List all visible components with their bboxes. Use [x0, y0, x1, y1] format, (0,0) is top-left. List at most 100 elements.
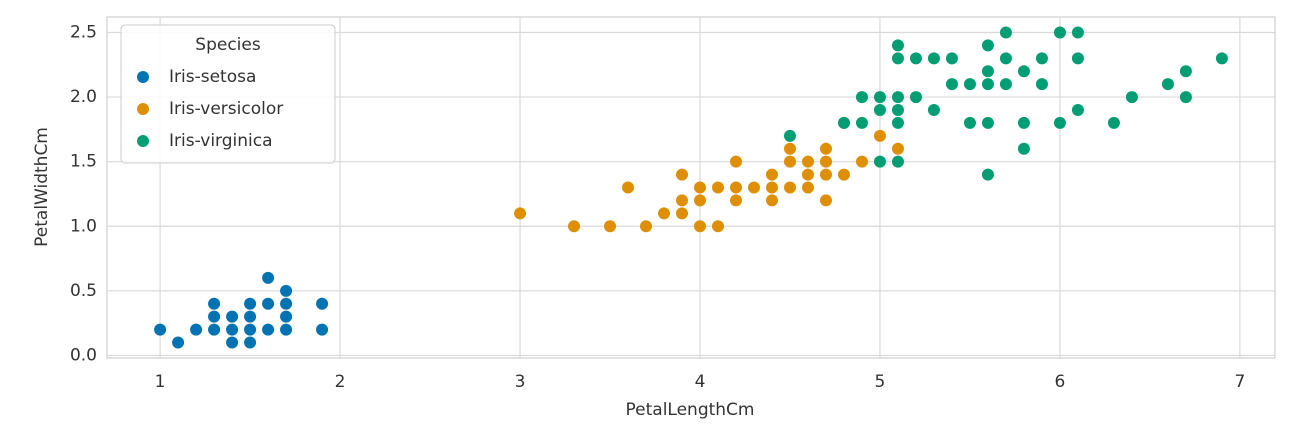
point [783, 181, 796, 194]
point [208, 323, 221, 336]
point [729, 194, 742, 207]
point [765, 168, 778, 181]
point [891, 52, 904, 65]
x-tick-label: 5 [875, 372, 886, 392]
point [262, 297, 275, 310]
point [1071, 52, 1084, 65]
point [801, 155, 814, 168]
point [693, 194, 706, 207]
point [676, 194, 689, 207]
point [1035, 52, 1048, 65]
y-axis-label: PetalWidthCm [32, 127, 52, 247]
point [1053, 26, 1066, 39]
point [783, 142, 796, 155]
point [819, 155, 832, 168]
point [1017, 116, 1030, 129]
point [801, 168, 814, 181]
point [891, 39, 904, 52]
point [945, 52, 958, 65]
point [981, 65, 994, 78]
x-axis-label: PetalLengthCm [626, 400, 755, 420]
point [190, 323, 203, 336]
y-tick-label: 2.5 [70, 23, 97, 43]
point [244, 310, 257, 323]
point [280, 310, 293, 323]
point [658, 207, 671, 220]
point [783, 155, 796, 168]
point [891, 155, 904, 168]
point [891, 104, 904, 116]
point [1107, 116, 1120, 129]
point [1179, 91, 1192, 104]
point [244, 323, 257, 336]
point [1053, 116, 1066, 129]
point [514, 207, 527, 220]
point [999, 26, 1012, 39]
point [316, 297, 329, 310]
point [1035, 78, 1048, 91]
point [226, 336, 239, 349]
point [1071, 26, 1084, 39]
point [676, 168, 689, 181]
point [568, 220, 581, 233]
y-tick-label: 0.0 [70, 345, 97, 365]
legend-marker [137, 71, 149, 83]
y-tick-label: 1.5 [70, 152, 97, 172]
point [873, 91, 886, 104]
point [873, 155, 886, 168]
legend-marker [137, 103, 149, 115]
point [154, 323, 167, 336]
point [693, 181, 706, 194]
point [244, 297, 257, 310]
point [981, 78, 994, 91]
point [1179, 65, 1192, 78]
point [999, 52, 1012, 65]
point [999, 78, 1012, 91]
legend-title: Species [195, 35, 261, 55]
point [244, 336, 257, 349]
point [981, 116, 994, 129]
y-tick-label: 2.0 [70, 87, 97, 107]
legend-label: Iris-virginica [169, 131, 273, 151]
point [640, 220, 653, 233]
point [837, 168, 850, 181]
point [837, 116, 850, 129]
point [226, 323, 239, 336]
point [765, 181, 778, 194]
point [891, 91, 904, 104]
point [981, 168, 994, 181]
point [1017, 142, 1030, 155]
point [855, 155, 868, 168]
point [801, 181, 814, 194]
point [819, 142, 832, 155]
point [891, 116, 904, 129]
x-tick-label: 3 [515, 372, 526, 392]
legend-marker [137, 135, 149, 147]
point [622, 181, 635, 194]
point [963, 78, 976, 91]
point [729, 155, 742, 168]
point [280, 297, 293, 310]
point [693, 220, 706, 233]
point [927, 52, 940, 65]
y-tick-label: 0.5 [70, 281, 97, 301]
point [729, 181, 742, 194]
point [855, 91, 868, 104]
plot-frame [106, 16, 1276, 359]
point [208, 297, 221, 310]
point [1125, 91, 1138, 104]
point [1161, 78, 1174, 91]
legend-label: Iris-setosa [169, 67, 256, 87]
point [981, 39, 994, 52]
point [855, 116, 868, 129]
legend-box [120, 24, 336, 164]
point [873, 104, 886, 116]
point [280, 323, 293, 336]
point [604, 220, 617, 233]
point [927, 104, 940, 116]
point [945, 78, 958, 91]
point [1017, 65, 1030, 78]
x-tick-label: 2 [335, 372, 346, 392]
